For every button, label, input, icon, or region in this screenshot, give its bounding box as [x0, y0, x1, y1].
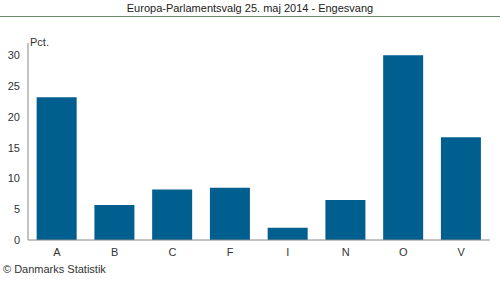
svg-text:I: I: [286, 246, 289, 258]
svg-text:V: V: [457, 246, 465, 258]
svg-text:C: C: [168, 246, 176, 258]
svg-text:30: 30: [8, 49, 20, 61]
svg-text:A: A: [53, 246, 61, 258]
svg-text:25: 25: [8, 80, 20, 92]
svg-text:10: 10: [8, 172, 20, 184]
svg-text:F: F: [227, 246, 234, 258]
svg-text:B: B: [111, 246, 118, 258]
html-text:Europa-Parlamentsvalg 25. maj: Europa-Parlamentsvalg 25. maj 2014 - Eng…: [126, 2, 374, 14]
svg-text:O: O: [399, 246, 408, 258]
svg-text:5: 5: [14, 203, 20, 215]
svg-text:N: N: [342, 246, 350, 258]
svg-text:0: 0: [14, 234, 20, 246]
html-text:Pct.: Pct.: [30, 36, 49, 48]
html-text:© Danmarks Statistik: © Danmarks Statistik: [3, 263, 106, 275]
svg-text:20: 20: [8, 111, 20, 123]
svg-text:15: 15: [8, 142, 20, 154]
